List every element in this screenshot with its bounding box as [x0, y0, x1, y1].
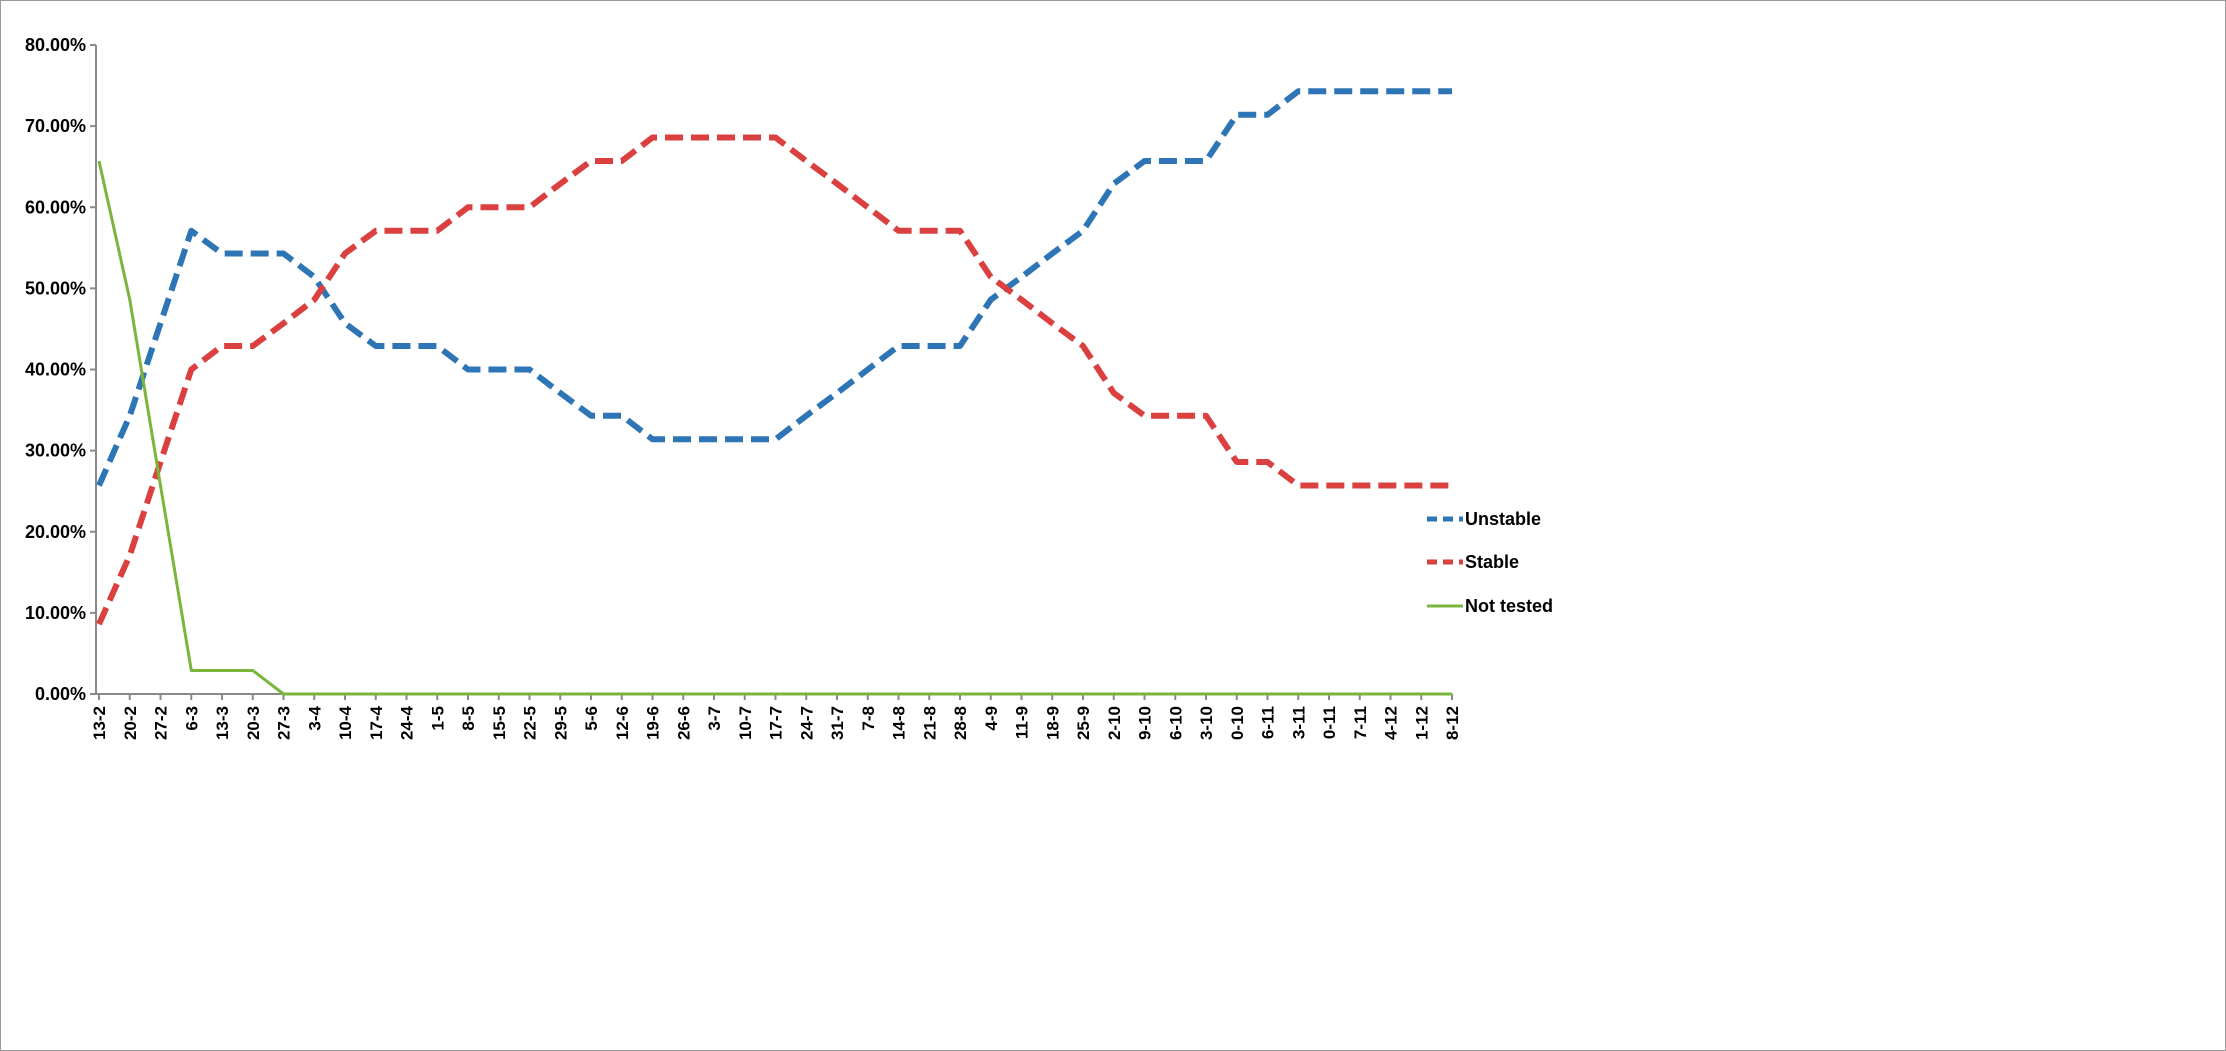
x-tick-label: 3-7 [705, 706, 724, 731]
x-tick-label: 31-7 [828, 706, 847, 740]
legend-label: Not tested [1465, 596, 1553, 616]
x-tick-label: 10-4 [336, 705, 355, 740]
x-tick-label: 27-2 [152, 706, 171, 740]
y-tick-label: 0.00% [35, 684, 86, 704]
x-tick-label: 20-2 [121, 706, 140, 740]
x-tick-label: 25-9 [1074, 706, 1093, 740]
x-tick-label: 28-8 [951, 706, 970, 740]
x-tick-label: 11-9 [1013, 706, 1032, 739]
series-line-stable [96, 134, 1452, 626]
x-tick-label: 17-7 [767, 706, 786, 740]
x-tick-label: 4-9 [982, 706, 1001, 731]
y-tick-label: 70.00% [25, 116, 86, 136]
x-tick-label: 21-8 [920, 706, 939, 740]
x-tick-label: 3-10 [1197, 706, 1216, 740]
x-tick-label: 6-11 [1259, 706, 1278, 739]
y-tick-label: 80.00% [25, 35, 86, 55]
x-tick-label: 13-3 [213, 706, 232, 740]
x-tick-label: 3-4 [305, 705, 324, 730]
x-tick-label: 12-6 [613, 706, 632, 740]
x-tick-label: 17-4 [367, 705, 386, 740]
x-tick-label: 7-11 [1351, 706, 1370, 739]
series-line-unstable [96, 88, 1452, 487]
x-tick-label: 10-7 [736, 706, 755, 740]
x-tick-label: 24-7 [797, 706, 816, 740]
legend-label: Stable [1465, 552, 1519, 572]
x-tick-label: 7-8 [859, 706, 878, 731]
y-tick-label: 50.00% [25, 278, 86, 298]
x-tick-label: 18-9 [1043, 706, 1062, 740]
y-tick-label: 20.00% [25, 522, 86, 542]
x-tick-label: 15-5 [490, 706, 509, 740]
x-tick-label: 0-11 [1320, 706, 1339, 739]
y-tick-label: 60.00% [25, 197, 86, 217]
x-tick-label: 8-12 [1443, 706, 1462, 740]
x-tick-label: 14-8 [890, 706, 909, 740]
x-tick-label: 6-3 [182, 706, 201, 731]
x-tick-label: 1-12 [1412, 706, 1431, 740]
x-tick-label: 26-6 [674, 706, 693, 740]
x-tick-label: 8-5 [459, 706, 478, 731]
x-tick-label: 3-11 [1289, 706, 1308, 739]
x-tick-label: 20-3 [244, 706, 263, 740]
legend: Unstable Stable Not tested [1427, 509, 1553, 616]
x-axis: 13-2 20-2 27-2 6-3 13-3 20-3 27-3 3-4 10-4 17-4 24… [90, 693, 1462, 740]
y-tick-label: 10.00% [25, 603, 86, 623]
x-tick-label: 24-4 [398, 705, 417, 740]
x-tick-label: 9-10 [1136, 706, 1155, 740]
series-line-not-tested [97, 160, 1452, 696]
x-tick-label: 27-3 [275, 706, 294, 740]
x-tick-label: 1-5 [428, 706, 447, 731]
x-tick-label: 5-6 [582, 706, 601, 731]
x-tick-label: 13-2 [90, 706, 109, 740]
legend-label: Unstable [1465, 509, 1541, 529]
x-tick-label: 6-10 [1166, 706, 1185, 740]
x-tick-label: 2-10 [1105, 706, 1124, 740]
x-tick-label: 19-6 [644, 706, 663, 740]
x-tick-label: 29-5 [551, 706, 570, 740]
x-tick-label: 4-12 [1382, 706, 1401, 740]
y-tick-label: 30.00% [25, 441, 86, 461]
y-tick-label: 40.00% [25, 360, 86, 380]
x-tick-label: 22-5 [521, 706, 540, 740]
series-lines [96, 88, 1452, 696]
x-tick-label: 0-10 [1228, 706, 1247, 740]
y-axis: 0.00% 10.00% 20.00% 30.00% 40.00% 50.00% 60.00… [25, 35, 97, 704]
